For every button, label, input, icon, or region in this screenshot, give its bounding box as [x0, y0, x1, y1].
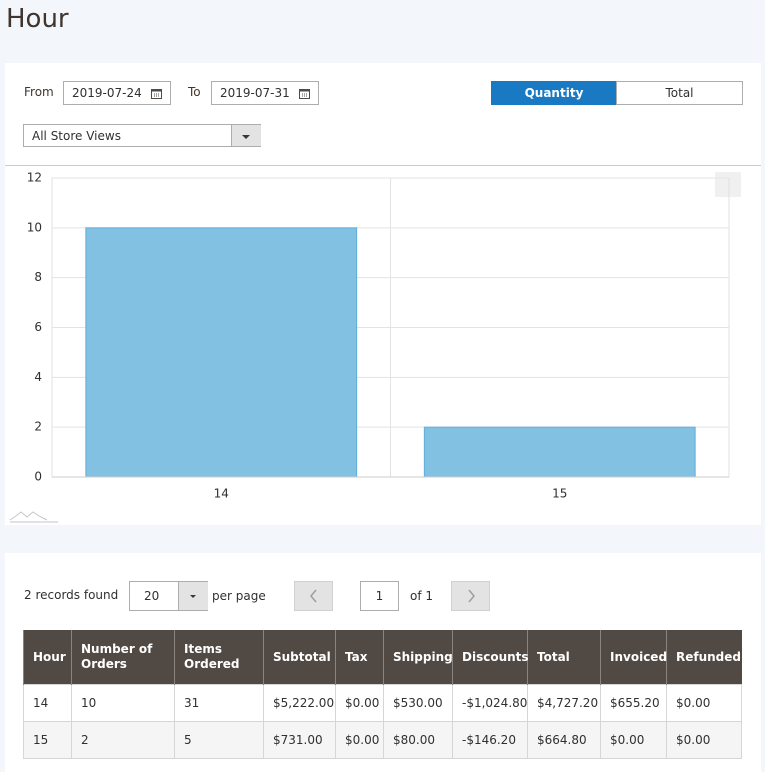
page-title: Hour — [6, 4, 69, 34]
table-cell: $0.00 — [666, 721, 742, 759]
table-cell: $664.80 — [527, 721, 601, 759]
table-cell: $5,222.00 — [263, 684, 336, 722]
calendar-icon[interactable] — [151, 88, 162, 99]
table-cell: -$1,024.80 — [452, 684, 528, 722]
to-label: To — [188, 85, 201, 99]
store-select[interactable]: All Store Views — [23, 124, 261, 147]
y-tick-label: 8 — [34, 270, 42, 284]
table-cell: $530.00 — [383, 684, 453, 722]
table-row: 14 10 31 $5,222.00 $0.00 $530.00 -$1,024.80 $4,… — [23, 684, 742, 722]
chart-icon — [9, 511, 58, 523]
table-cell: $0.00 — [335, 721, 384, 759]
per-page-label: per page — [212, 589, 266, 603]
x-tick-label: 14 — [214, 487, 229, 501]
table-cell: $655.20 — [600, 684, 667, 722]
y-tick-label: 0 — [34, 470, 42, 484]
column-header: Items Ordered — [174, 630, 264, 685]
per-page-value: 20 — [144, 589, 160, 603]
column-header: Total — [527, 630, 601, 685]
column-header: Refunded — [666, 630, 742, 685]
y-tick-label: 12 — [27, 171, 42, 185]
bar — [85, 227, 358, 478]
from-date[interactable]: 2019-07-24 — [63, 81, 171, 105]
y-tick-label: 10 — [27, 220, 42, 234]
table-cell: 14 — [23, 684, 72, 722]
y-tick-label: 2 — [34, 420, 42, 434]
table-cell: 10 — [71, 684, 175, 722]
to-date[interactable]: 2019-07-31 — [211, 81, 319, 105]
table-cell: $4,727.20 — [527, 684, 601, 722]
store-select-text: All Store Views — [32, 128, 121, 143]
arrow-icon — [242, 135, 250, 139]
prev-page[interactable] — [294, 581, 333, 611]
column-header: Subtotal — [263, 630, 336, 685]
table-cell: 15 — [23, 721, 72, 759]
table-cell: 31 — [174, 684, 264, 722]
toggle-quantity[interactable]: Quantity — [491, 81, 617, 105]
from-label: From — [24, 85, 54, 99]
calendar-icon[interactable] — [299, 88, 310, 99]
separator — [5, 165, 761, 166]
table-row: 15 2 5 $731.00 $0.00 $80.00 -$146.20 $664.80 $0.… — [23, 721, 742, 759]
report-table: Hour Number of Orders Items Ordered Subtota… — [23, 630, 742, 759]
column-header: Shipping — [383, 630, 453, 685]
chart: 0 2 4 6 8 10 12 14 15 — [9, 171, 741, 523]
table-cell: $731.00 — [263, 721, 336, 759]
chart-menu[interactable] — [715, 172, 741, 197]
records-found: 2 records found — [24, 588, 119, 602]
next-page[interactable] — [451, 581, 490, 611]
page-input[interactable]: 1 — [360, 581, 399, 611]
from-date-text: 2019-07-24 — [72, 86, 142, 100]
to-date-text: 2019-07-31 — [220, 86, 290, 100]
per-page-arrow[interactable] — [178, 582, 208, 610]
of-pages: of 1 — [410, 589, 434, 603]
table-cell: $0.00 — [335, 684, 384, 722]
table-cell: -$146.20 — [452, 721, 528, 759]
column-header: Tax — [335, 630, 384, 685]
y-tick-label: 6 — [34, 320, 42, 334]
arrow-icon — [190, 595, 196, 598]
table-cell: 5 — [174, 721, 264, 759]
x-tick-label: 15 — [552, 487, 567, 501]
column-header: Hour — [23, 630, 72, 685]
table-cell: $80.00 — [383, 721, 453, 759]
select-arrow[interactable] — [231, 125, 261, 146]
per-page-select[interactable]: 20 — [129, 581, 208, 611]
y-tick-label: 4 — [34, 370, 42, 384]
table-cell: 2 — [71, 721, 175, 759]
column-header: Discounts — [452, 630, 529, 685]
table-cell: $0.00 — [600, 721, 667, 759]
next-icon — [467, 589, 475, 603]
bar — [423, 426, 696, 478]
page-number: 1 — [375, 589, 384, 603]
table-cell: $0.00 — [666, 684, 742, 722]
prev-icon — [309, 589, 317, 603]
column-header: Invoiced — [600, 630, 667, 685]
toggle-total[interactable]: Total — [616, 81, 743, 105]
column-header: Number of Orders — [71, 630, 175, 685]
